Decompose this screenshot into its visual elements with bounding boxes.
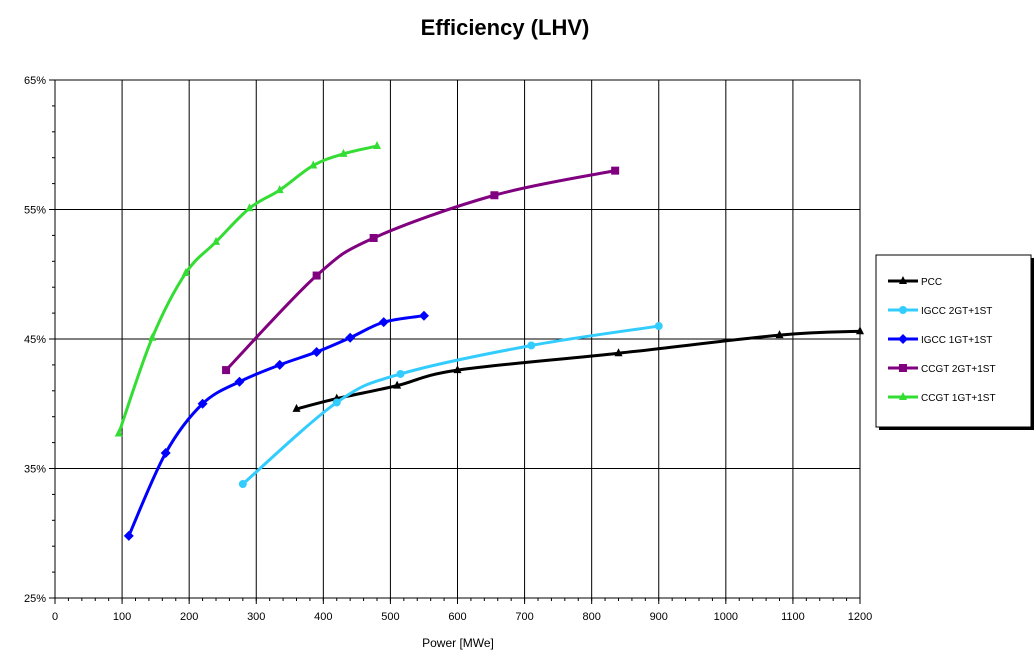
y-tick-label: 55%	[24, 205, 46, 217]
data-point-ccgt-1gt-1st	[245, 203, 254, 212]
data-point-ccgt-1gt-1st	[181, 267, 190, 276]
legend-label-pcc: PCC	[921, 277, 942, 288]
x-tick-label: 1000	[714, 611, 738, 623]
grid	[55, 79, 861, 598]
series-ccgt-1gt-1st	[114, 141, 381, 437]
data-point-pcc	[614, 348, 623, 357]
data-point-ccgt-2gt-1st	[369, 233, 378, 242]
chart-title: Efficiency (LHV)	[421, 15, 590, 40]
data-point-igcc-1gt-1st	[418, 310, 429, 321]
data-point-ccgt-1gt-1st	[309, 160, 318, 169]
data-point-ccgt-2gt-1st	[222, 366, 231, 375]
data-point-igcc-1gt-1st	[345, 332, 356, 343]
series-line-igcc-2gt-1st	[241, 324, 661, 486]
data-point-igcc-2gt-1st	[654, 322, 663, 331]
data-point-igcc-1gt-1st	[378, 317, 389, 328]
y-tick-label: 25%	[24, 593, 46, 605]
data-point-igcc-1gt-1st	[234, 376, 245, 387]
y-tick-label: 65%	[24, 75, 46, 87]
series-ccgt-2gt-1st	[222, 166, 620, 375]
data-point-ccgt-2gt-1st	[611, 166, 620, 175]
data-point-pcc	[775, 330, 784, 339]
data-point-pcc	[856, 326, 864, 335]
legend-marker-igcc-1gt-1st	[898, 334, 908, 344]
data-point-ccgt-1gt-1st	[114, 428, 123, 437]
x-tick-label: 1100	[781, 611, 805, 623]
series-group	[114, 141, 864, 541]
data-point-igcc-2gt-1st	[332, 398, 341, 407]
data-point-ccgt-1gt-1st	[148, 332, 157, 341]
legend-label-ccgt-1gt-1st: CCGT 1GT+1ST	[921, 393, 996, 404]
data-point-igcc-1gt-1st	[274, 359, 285, 370]
data-point-ccgt-1gt-1st	[275, 185, 284, 194]
data-point-ccgt-2gt-1st	[312, 271, 321, 280]
series-igcc-1gt-1st	[123, 310, 429, 541]
x-tick-label: 800	[582, 611, 600, 623]
data-point-igcc-1gt-1st	[197, 398, 208, 409]
series-igcc-2gt-1st	[238, 322, 663, 489]
legend-marker-ccgt-2gt-1st	[899, 364, 907, 372]
x-tick-label: 100	[113, 611, 131, 623]
legend-marker-igcc-2gt-1st	[899, 306, 907, 314]
x-tick-label: 1200	[848, 611, 872, 623]
x-tick-label: 600	[448, 611, 466, 623]
data-point-igcc-2gt-1st	[396, 369, 405, 378]
legend-label-igcc-2gt-1st: IGCC 2GT+1ST	[921, 306, 992, 317]
x-axis-label: Power [MWe]	[422, 636, 494, 650]
data-point-igcc-1gt-1st	[311, 346, 322, 357]
legend-label-igcc-1gt-1st: IGCC 1GT+1ST	[921, 335, 992, 346]
legend: PCC IGCC 2GT+1ST IGCC 1GT+1ST CCGT 2GT+1ST C…	[875, 254, 1034, 430]
x-tick-label: 0	[52, 611, 58, 623]
legend-marker-ccgt-1gt-1st	[899, 392, 907, 400]
data-point-ccgt-2gt-1st	[490, 191, 499, 200]
legend-label-ccgt-2gt-1st: CCGT 2GT+1ST	[921, 364, 996, 375]
x-tick-label: 900	[650, 611, 668, 623]
data-point-igcc-2gt-1st	[238, 480, 247, 489]
data-point-igcc-2gt-1st	[527, 341, 536, 350]
data-point-ccgt-1gt-1st	[339, 148, 348, 157]
data-point-ccgt-1gt-1st	[373, 141, 381, 150]
axes: 0 100 200 300 400 500 600 700 800 900 1000 1100 1200…	[24, 75, 872, 623]
x-tick-label: 700	[515, 611, 533, 623]
x-tick-label: 300	[247, 611, 265, 623]
legend-marker-pcc	[899, 276, 907, 284]
x-tick-label: 200	[180, 611, 198, 623]
data-point-pcc	[393, 380, 402, 389]
data-point-ccgt-1gt-1st	[212, 236, 220, 245]
x-tick-label: 500	[381, 611, 399, 623]
y-tick-label: 35%	[24, 464, 46, 476]
x-tick-label: 400	[314, 611, 332, 623]
data-point-pcc	[292, 403, 301, 412]
data-point-pcc	[453, 365, 462, 374]
data-point-igcc-1gt-1st	[123, 530, 134, 541]
data-point-igcc-1gt-1st	[160, 447, 171, 458]
y-tick-label: 45%	[24, 334, 46, 346]
